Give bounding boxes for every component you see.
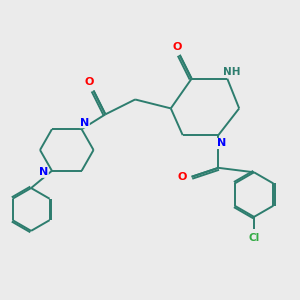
Text: O: O <box>177 172 187 182</box>
Text: N: N <box>39 167 48 177</box>
Text: O: O <box>172 43 182 52</box>
Text: N: N <box>217 139 226 148</box>
Text: N: N <box>80 118 89 128</box>
Text: O: O <box>84 77 94 87</box>
Text: Cl: Cl <box>248 233 260 243</box>
Text: NH: NH <box>223 67 241 77</box>
